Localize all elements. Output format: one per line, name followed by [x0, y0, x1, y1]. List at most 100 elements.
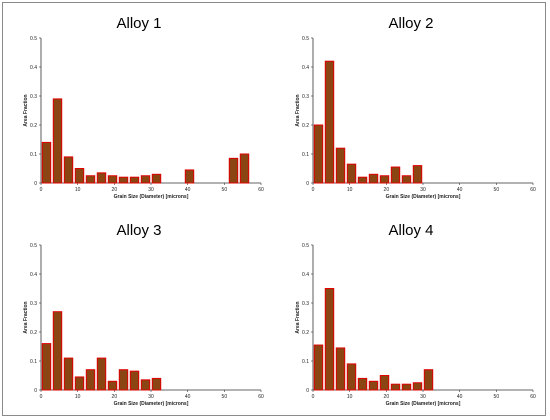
y-axis-label: Area Fraction [23, 301, 29, 333]
bar [335, 347, 346, 391]
bar [107, 380, 118, 391]
bar [118, 369, 129, 391]
bar-chart: 0 0.1 0.2 0.3 0.4 0.5 0 10 20 30 40 50 60 Grain Size … [295, 243, 536, 407]
y-axis-label: Area Fraction [295, 301, 301, 333]
y-tick-label: 0.4 [30, 65, 37, 71]
x-tick-label: 0 [312, 394, 315, 400]
bar [324, 288, 335, 391]
x-tick-label: 20 [112, 394, 118, 400]
bar [346, 163, 357, 184]
bar-chart: 0 0.1 0.2 0.3 0.4 0.5 0 10 20 30 40 50 60 Grain Size … [23, 243, 264, 407]
bar [41, 141, 52, 184]
x-tick-label: 40 [457, 187, 463, 193]
x-axis-label: Grain Size (Diameter) [microns] [114, 194, 189, 200]
y-tick-label: 0.4 [302, 65, 309, 71]
chart-panel-alloy-2: Alloy 2 0 0.1 0.2 0.3 0.4 0.5 0 10 20 30 40 50 60 Gra… [275, 3, 547, 210]
x-tick-label: 50 [222, 394, 228, 400]
bar [239, 153, 250, 184]
x-tick-label: 30 [420, 394, 426, 400]
y-tick-label: 0.1 [30, 152, 37, 158]
y-tick-label: 0.5 [302, 243, 309, 249]
x-tick-label: 20 [384, 394, 390, 400]
bar [357, 377, 368, 391]
x-tick-label: 40 [185, 394, 191, 400]
chart-title: Alloy 2 [388, 15, 434, 32]
y-tick-label: 0.2 [302, 330, 309, 336]
bar [107, 175, 118, 184]
bar [140, 175, 151, 184]
bar [96, 172, 107, 184]
bar [390, 166, 401, 184]
y-axis-label: Area Fraction [23, 94, 29, 126]
bar [41, 343, 52, 391]
x-tick-label: 10 [75, 394, 81, 400]
x-tick-label: 60 [530, 187, 536, 193]
y-tick-label: 0.3 [30, 94, 37, 100]
chart-title: Alloy 4 [388, 222, 434, 239]
x-tick-label: 0 [312, 187, 315, 193]
x-tick-label: 50 [494, 394, 500, 400]
x-tick-label: 0 [40, 187, 43, 193]
figure: Alloy 1 0 0.1 0.2 0.3 0.4 0.5 0 10 20 30 40 50 60 Gra… [2, 2, 546, 416]
x-axis-label: Grain Size (Diameter) [microns] [386, 401, 461, 407]
bar [96, 357, 107, 391]
bar [401, 175, 412, 184]
bar [52, 98, 63, 184]
x-axis-label: Grain Size (Diameter) [microns] [114, 401, 189, 407]
y-tick-label: 0.3 [302, 301, 309, 307]
bar [423, 369, 434, 391]
bar [85, 369, 96, 391]
bar [313, 344, 324, 391]
bar [63, 357, 74, 391]
bar [401, 383, 412, 391]
y-tick-label: 0.1 [302, 359, 309, 365]
bar [346, 363, 357, 391]
x-tick-label: 30 [420, 187, 426, 193]
bar-chart: 0 0.1 0.2 0.3 0.4 0.5 0 10 20 30 40 50 60 Grain Size … [23, 36, 264, 200]
x-tick-label: 40 [185, 187, 191, 193]
x-tick-label: 60 [530, 394, 536, 400]
bar [151, 377, 162, 391]
bar [129, 370, 140, 391]
y-tick-label: 0.2 [302, 123, 309, 129]
x-tick-label: 30 [148, 394, 154, 400]
chart-panel-alloy-4: Alloy 4 0 0.1 0.2 0.3 0.4 0.5 0 10 20 30 40 50 60 Gra… [275, 210, 547, 417]
bar [313, 124, 324, 184]
bar [379, 375, 390, 391]
y-tick-label: 0.5 [30, 36, 37, 42]
chart-panel-alloy-1: Alloy 1 0 0.1 0.2 0.3 0.4 0.5 0 10 20 30 40 50 60 Gra… [3, 3, 275, 210]
x-tick-label: 50 [222, 187, 228, 193]
bar [324, 60, 335, 184]
y-tick-label: 0 [306, 388, 309, 394]
x-axis-label: Grain Size (Diameter) [microns] [386, 194, 461, 200]
y-tick-label: 0.3 [302, 94, 309, 100]
x-tick-label: 40 [457, 394, 463, 400]
y-tick-label: 0 [306, 181, 309, 187]
x-tick-label: 60 [258, 394, 264, 400]
y-tick-label: 0.3 [30, 301, 37, 307]
bar [85, 175, 96, 184]
bar [118, 176, 129, 184]
x-tick-label: 20 [384, 187, 390, 193]
bar [412, 382, 423, 391]
x-tick-label: 10 [347, 187, 353, 193]
bar [390, 383, 401, 391]
bar [368, 380, 379, 391]
x-tick-label: 0 [40, 394, 43, 400]
y-tick-label: 0.4 [302, 272, 309, 278]
bar [129, 176, 140, 184]
x-tick-label: 20 [112, 187, 118, 193]
x-tick-label: 10 [347, 394, 353, 400]
y-tick-label: 0.5 [30, 243, 37, 249]
bar [335, 147, 346, 184]
y-tick-label: 0 [34, 388, 37, 394]
x-tick-label: 10 [75, 187, 81, 193]
bar [74, 168, 85, 184]
y-axis-label: Area Fraction [295, 94, 301, 126]
x-tick-label: 60 [258, 187, 264, 193]
bar [368, 173, 379, 184]
bar [140, 379, 151, 391]
chart-title: Alloy 3 [116, 222, 162, 239]
x-tick-label: 30 [148, 187, 154, 193]
bar [151, 173, 162, 184]
